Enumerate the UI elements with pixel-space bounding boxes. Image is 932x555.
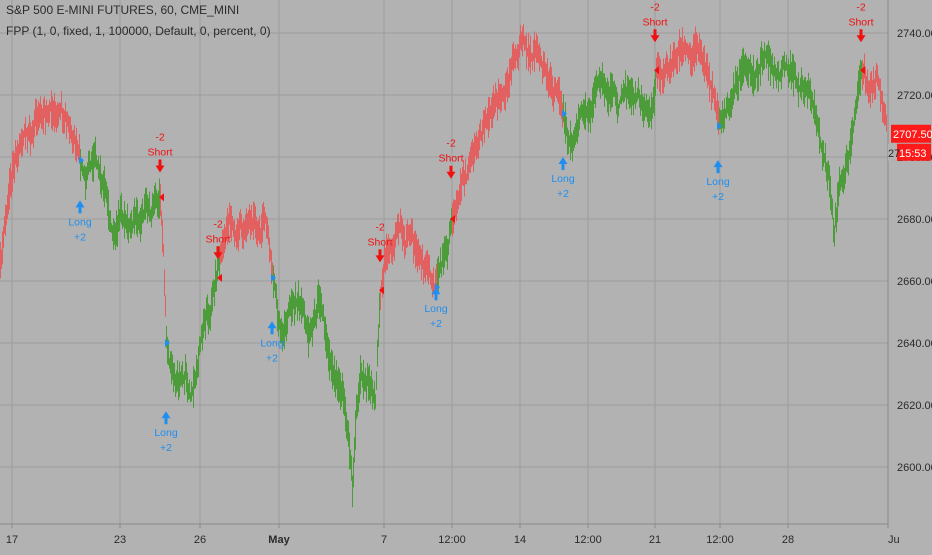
short-entry-marker — [217, 273, 222, 282]
time-tick-label: 12:00 — [438, 534, 466, 546]
short-value: -2 — [375, 221, 384, 233]
long-entry-marker — [79, 156, 84, 165]
long-label: Long — [260, 337, 284, 349]
time-tick-label: 7 — [381, 534, 387, 546]
symbol-title: S&P 500 E-MINI FUTURES, 60, CME_MINI — [6, 3, 240, 17]
long-label: Long — [551, 173, 575, 185]
long-arrow-icon — [431, 287, 441, 301]
short-value: -2 — [856, 1, 865, 13]
long-value: +2 — [557, 188, 569, 200]
price-tick-label: 2680.00 — [897, 214, 932, 226]
price-tick-label: 2660.00 — [897, 276, 932, 288]
short-value: -2 — [446, 138, 455, 150]
long-value: +2 — [160, 442, 172, 454]
time-axis[interactable]: 17 23 26 May 7 12:00 14 12:00 21 12:00 28 Ju — [6, 524, 900, 546]
time-tick-label: 12:00 — [706, 534, 734, 546]
long-label: Long — [68, 216, 92, 228]
short-entry-marker — [860, 66, 865, 75]
short-arrow-icon — [375, 249, 385, 263]
short-label: Short — [438, 153, 463, 165]
long-label: Long — [706, 176, 730, 188]
price-tick-label: 2640.00 — [897, 338, 932, 350]
price-tick-label: 2620.00 — [897, 400, 932, 412]
last-price-box — [891, 124, 931, 143]
long-label: Long — [154, 427, 178, 439]
long-value: +2 — [266, 352, 278, 364]
countdown-gap — [888, 143, 897, 161]
short-arrow-icon — [213, 246, 223, 260]
short-value: -2 — [650, 1, 659, 13]
indicator-title: FPP (1, 0, fixed, 1, 100000, Default, 0,… — [6, 24, 271, 38]
long-entry-marker — [165, 339, 170, 347]
time-tick-label: 17 — [6, 534, 18, 546]
time-tick-label: 23 — [114, 534, 126, 546]
long-arrow-icon — [267, 321, 277, 335]
time-tick-label: 12:00 — [574, 534, 602, 546]
time-tick-label: Ju — [888, 534, 900, 546]
time-tick-label: 21 — [649, 534, 661, 546]
short-label: Short — [147, 147, 172, 159]
price-tick-label: 2720.00 — [897, 90, 932, 102]
long-arrow-icon — [161, 411, 171, 425]
long-label: Long — [424, 303, 448, 315]
short-label: Short — [205, 233, 230, 245]
time-tick-label: 28 — [782, 534, 794, 546]
price-bars — [0, 24, 887, 508]
short-label: Short — [367, 236, 392, 248]
long-value: +2 — [74, 231, 86, 243]
countdown-value: 15:53 — [899, 148, 927, 160]
long-value: +2 — [712, 191, 724, 203]
long-arrow-icon — [558, 157, 568, 170]
trade-signals: Long +2 Short -2 Long +2 Short -2 Long +2 Short -2 L… — [68, 1, 873, 454]
short-entry-marker — [450, 215, 455, 223]
long-entry-marker — [562, 109, 567, 118]
price-axis[interactable]: 2740.002720.002700.002680.002660.002640.… — [897, 28, 932, 474]
short-arrow-icon — [856, 29, 866, 43]
short-label: Short — [848, 16, 873, 28]
countdown-box — [897, 143, 931, 161]
short-entry-marker — [379, 286, 384, 295]
short-entry-marker — [654, 66, 659, 75]
short-value: -2 — [213, 218, 222, 230]
short-arrow-icon — [155, 159, 165, 173]
partial-price-label: 27 — [888, 148, 900, 160]
short-arrow-icon — [650, 29, 660, 43]
time-tick-label: May — [268, 534, 290, 546]
short-arrow-icon — [446, 165, 456, 179]
long-value: +2 — [430, 318, 442, 330]
long-arrow-icon — [75, 200, 85, 214]
last-price-value: 2707.50 — [893, 129, 932, 141]
price-tick-label: 2600.00 — [897, 462, 932, 474]
price-tick-label: 2740.00 — [897, 28, 932, 40]
time-tick-label: 14 — [514, 534, 526, 546]
short-label: Short — [642, 16, 667, 28]
long-arrow-icon — [713, 160, 723, 174]
short-entry-marker — [159, 193, 164, 202]
long-entry-marker — [271, 273, 276, 282]
short-value: -2 — [155, 132, 164, 144]
long-entry-marker — [717, 122, 722, 130]
time-tick-label: 26 — [194, 534, 206, 546]
